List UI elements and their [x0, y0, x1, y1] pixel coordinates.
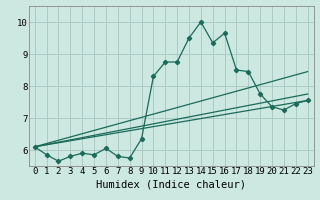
X-axis label: Humidex (Indice chaleur): Humidex (Indice chaleur): [96, 179, 246, 189]
